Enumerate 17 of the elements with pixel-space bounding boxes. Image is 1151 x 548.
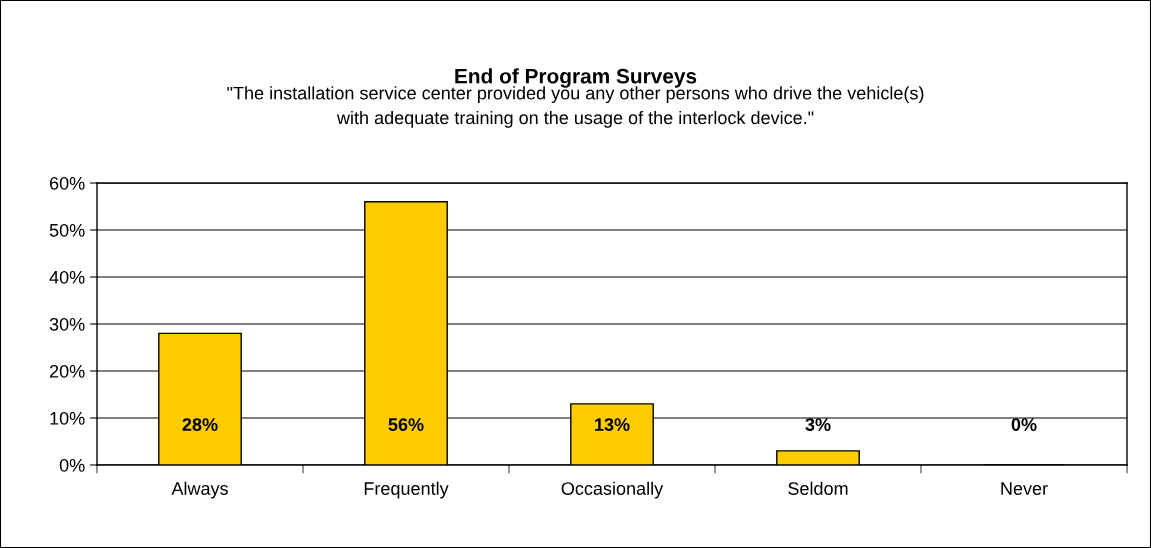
data-label: 3% (805, 418, 831, 431)
x-tick-label: Never (1001, 482, 1048, 495)
x-tick-label: Occasionally (561, 481, 664, 499)
y-tick-label: 30% (49, 317, 85, 331)
data-label: 0% (1011, 418, 1037, 431)
y-tick-label: 10% (50, 411, 85, 425)
x-tick-label: Frequently (364, 481, 449, 499)
y-tick-label: 0% (59, 458, 85, 472)
y-tick-label: 60% (49, 176, 85, 190)
y-tick-label: 20% (49, 364, 85, 378)
y-tick-label: 40% (49, 270, 85, 284)
y-tick-label: 50% (49, 223, 85, 237)
data-label: 13% (595, 418, 630, 431)
data-label: 56% (388, 418, 424, 431)
data-label: 28% (182, 418, 218, 431)
x-tick-label: Always (171, 481, 228, 499)
x-tick-label: Seldom (788, 481, 848, 495)
